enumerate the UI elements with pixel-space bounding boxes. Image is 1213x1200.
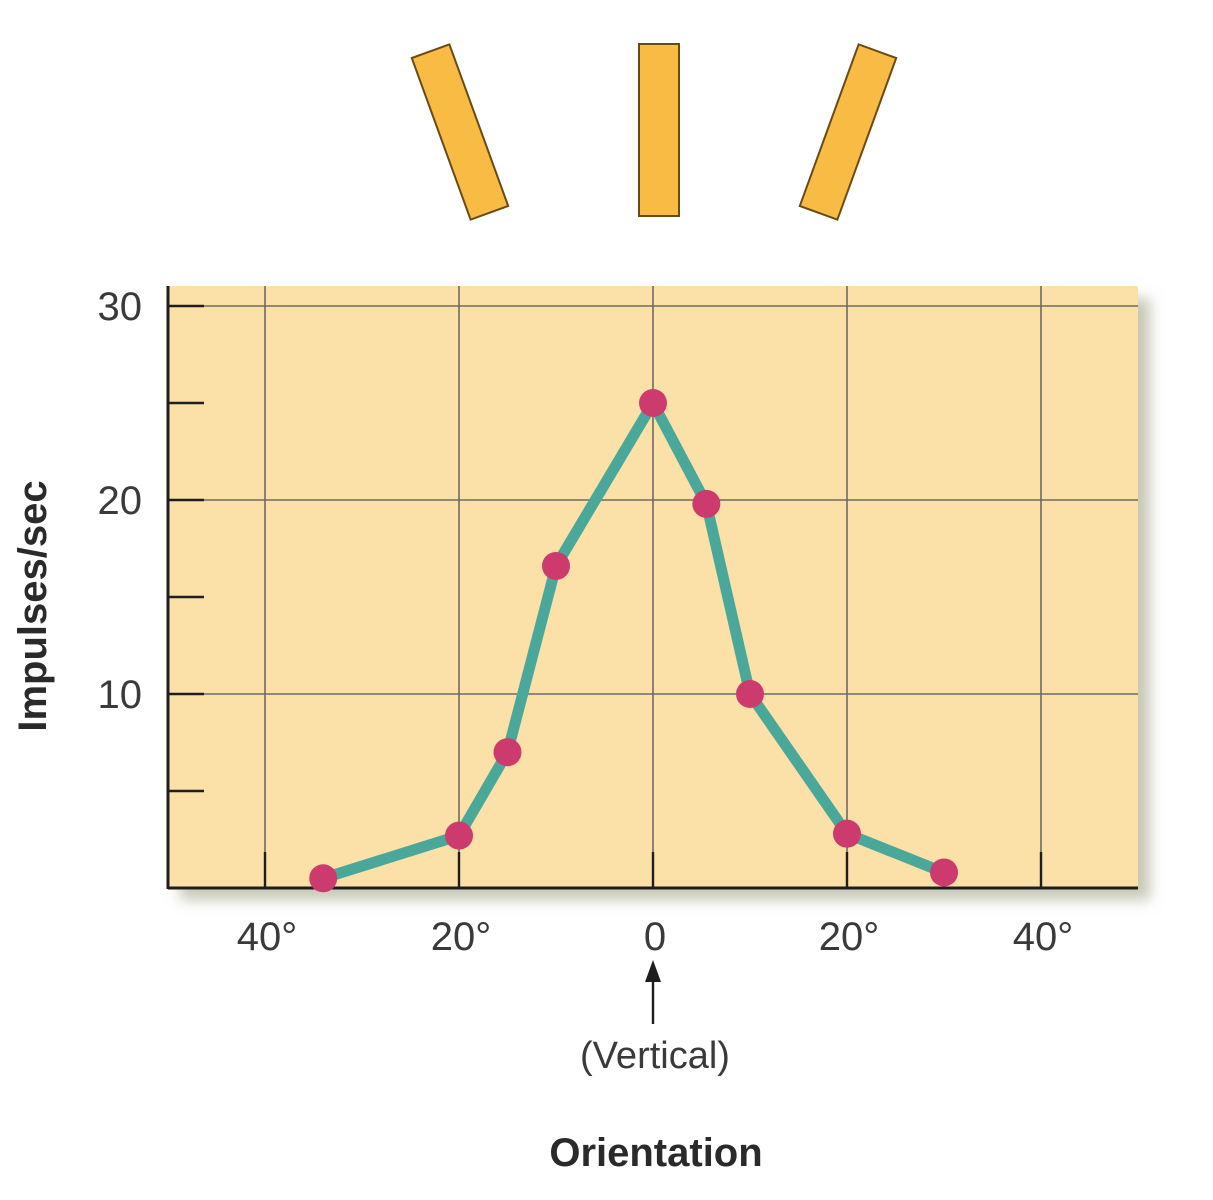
bar-tilted-left [410, 43, 510, 221]
x-tick-label: 20° [819, 915, 880, 959]
x-tick-label: 20° [431, 915, 492, 959]
data-point [445, 821, 473, 850]
y-tick-labels: 10 20 30 [98, 285, 143, 717]
plot-area [166, 286, 1138, 893]
data-point [542, 551, 570, 580]
grid-lines [168, 286, 1138, 888]
x-axis-title: Orientation [549, 1131, 762, 1175]
data-point [930, 858, 958, 887]
data-point [309, 864, 338, 893]
data-point [736, 680, 764, 708]
vertical-annotation: (Vertical) [580, 960, 730, 1077]
x-tick-label: 0 [644, 915, 666, 959]
data-point [692, 489, 721, 518]
y-tick-label: 20 [98, 479, 143, 523]
x-tick-label: 40° [237, 915, 298, 959]
y-axis-title: Impulses/sec [11, 480, 55, 731]
data-point [833, 819, 861, 848]
data-point [639, 389, 667, 417]
data-series [309, 389, 958, 893]
y-tick-label: 30 [98, 285, 143, 329]
bar-tilted-right [798, 43, 898, 221]
x-tick-label: 40° [1013, 915, 1074, 959]
annotation-arrow-head [645, 960, 661, 982]
data-point [493, 738, 522, 767]
annotation-label: (Vertical) [580, 1035, 730, 1077]
y-tick-label: 10 [98, 673, 143, 717]
x-tick-labels: 40° 20° 0 20° 40° [237, 915, 1074, 959]
bar-vertical [638, 43, 680, 217]
stimulus-bars [410, 43, 898, 221]
